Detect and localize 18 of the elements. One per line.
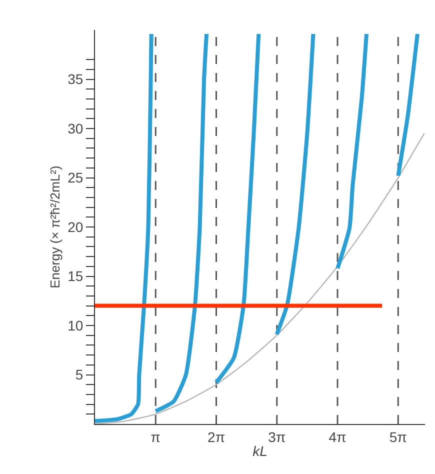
line-series [154,32,209,414]
x-axis-title: kL [252,443,268,460]
y-tick-label: 20 [68,218,84,235]
y-tick-label: 35 [68,71,84,88]
line-series [214,32,261,385]
line-series [336,32,369,270]
y-tick-label: 5 [75,366,84,383]
y-tick-label: 30 [68,120,84,136]
x-tick-label: 3π [268,428,286,445]
x-tick-label: π [150,428,161,445]
line-series [274,32,316,336]
y-axis-title: Energy (× π²ħ²/2mL²) [48,166,63,288]
y-tick-label: 25 [68,170,84,186]
x-tick-label: 4π [328,428,347,445]
x-tick-label: 5π [389,428,408,445]
x-tick-label: 2π [208,428,226,445]
y-tick-label: 15 [68,268,84,284]
y-tick-label: 10 [68,317,84,334]
